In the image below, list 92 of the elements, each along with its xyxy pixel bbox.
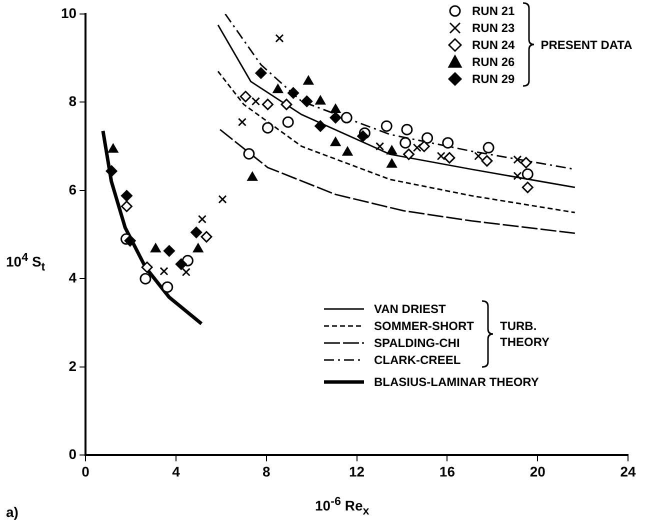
legend-label: RUN 21 [472,2,515,18]
x-tick-label: 24 [620,463,636,480]
point [175,258,187,270]
point [357,130,369,142]
legend-label: SOMMER-SHORT [374,318,474,334]
y-tick-label: 6 [68,181,77,198]
point [474,152,483,160]
point [160,266,168,276]
point [376,142,384,151]
point [251,97,260,106]
point [182,268,190,276]
point [513,172,522,180]
legend-label: RUN 23 [472,20,515,36]
legend-label: CLARK-CREEL [374,352,461,368]
point [380,120,392,132]
line-series [217,70,576,214]
legend-label: SPALDING-CHI [374,334,460,350]
point [481,155,493,167]
line-series [219,128,576,234]
y-tick-label: 10 [60,4,77,21]
point [238,118,246,126]
point [386,145,397,154]
point [444,152,456,164]
point [200,231,212,243]
point [340,112,352,124]
point [163,245,175,257]
point [401,124,413,136]
point [522,168,534,180]
point [403,148,415,160]
point [141,262,153,273]
annotation: TURB. THEORY [500,318,551,350]
point [247,172,258,181]
point [140,272,152,284]
y-tick-label: 8 [68,93,77,110]
point [275,34,284,43]
point [106,165,118,177]
point [314,120,326,132]
point [272,84,283,94]
x-tick-label: 8 [262,463,270,480]
x-tick-label: 16 [439,463,456,480]
legend-label: RUN 24 [472,36,515,52]
point [482,142,494,154]
y-axis-title: 10$^{4}$ S$_{t}$ [6,250,46,276]
point [520,156,532,168]
point [193,243,204,252]
point [400,137,412,149]
point [262,122,274,134]
point [162,281,174,293]
point [513,155,522,164]
point [150,243,161,252]
point [522,182,534,194]
point [108,144,118,153]
x-axis-title: 10$^{-6}$ Re$_{x}$ [315,494,370,520]
x-tick-label: 4 [172,463,180,480]
point [280,98,292,110]
point [288,87,300,99]
point [386,158,397,168]
point [120,200,132,212]
point [330,112,342,124]
point [342,146,353,156]
point [255,67,267,79]
legend-label: VAN DRIEST [374,300,446,316]
point [330,104,341,113]
x-tick-label: 20 [530,463,546,480]
point [412,143,422,152]
annotation: PRESENT DATA [540,36,632,52]
y-tick-label: 4 [68,270,77,286]
point [124,235,136,247]
point [240,90,252,102]
point [315,96,326,105]
point [436,152,446,160]
point [190,226,202,238]
x-tick-label: 0 [82,463,90,480]
point [120,190,132,202]
point [218,195,227,204]
legend-label: RUN 26 [472,54,515,70]
point [422,132,434,144]
y-tick-label: 0 [68,446,77,462]
point [243,148,255,160]
point [262,98,274,110]
point [198,214,206,224]
legend-label: BLASIUS-LAMINAR THEORY [374,374,539,390]
point [303,76,314,85]
point [282,116,294,128]
point [330,137,341,146]
y-tick-label: 2 [68,358,77,374]
point [442,137,454,149]
point [301,96,313,108]
text: a) [6,504,18,520]
x-tick-label: 12 [348,463,365,480]
legend-label: RUN 29 [472,70,515,86]
point [418,140,430,152]
